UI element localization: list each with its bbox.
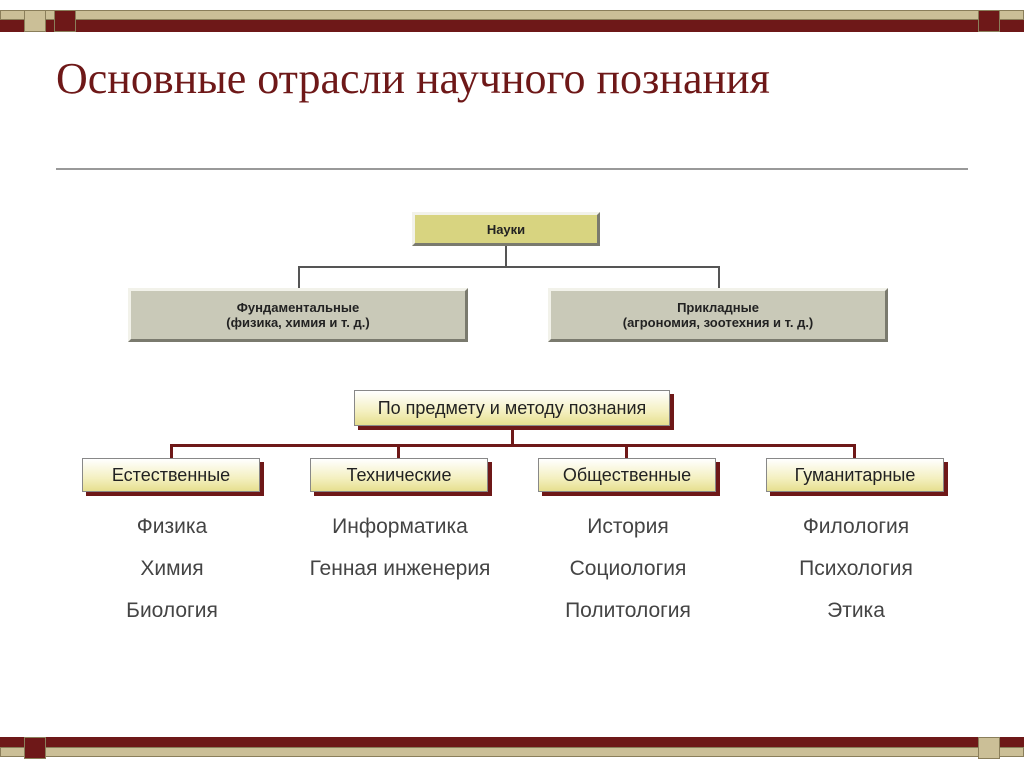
tree1-left-line2: (физика, химия и т. д.): [226, 315, 369, 330]
tree1-connector: [505, 246, 507, 266]
tree2-connector: [170, 444, 173, 458]
list-item: Физика: [72, 506, 272, 548]
tree2-branch-items: Филология Психология Этика: [756, 506, 956, 632]
tree2-connector: [397, 444, 400, 458]
tree2-root-label: По предмету и методу познания: [378, 398, 647, 419]
tree2-branch-label: Естественные: [112, 465, 230, 486]
title-underline: [56, 168, 968, 170]
tree2-branch-items: Физика Химия Биология: [72, 506, 272, 632]
top-decor-bar: [0, 10, 1024, 34]
list-item: Социология: [528, 548, 728, 590]
tree1-right-line1: Прикладные: [677, 300, 759, 315]
tree2-branch-box: Технические: [310, 458, 488, 492]
tree2-branch-items: Информатика Генная инженерия: [300, 506, 500, 590]
tree1-root-label: Науки: [487, 222, 525, 237]
tree2-connector: [853, 444, 856, 458]
tree2-branch-label: Технические: [347, 465, 452, 486]
tree1-right-line2: (агрономия, зоотехния и т. д.): [623, 315, 814, 330]
tree2-connector: [625, 444, 628, 458]
tree2-root-box: По предмету и методу познания: [354, 390, 670, 426]
tree2-branch-label: Общественные: [563, 465, 691, 486]
bottom-decor-bar: [0, 737, 1024, 759]
list-item: История: [528, 506, 728, 548]
tree1-left-line1: Фундаментальные: [237, 300, 359, 315]
tree1-connector: [298, 266, 300, 288]
tree2-branch-box: Гуманитарные: [766, 458, 944, 492]
tree2-connector: [511, 430, 514, 444]
list-item: Политология: [528, 590, 728, 632]
list-item: Информатика: [300, 506, 500, 548]
tree1-left-box: Фундаментальные (физика, химия и т. д.): [128, 288, 468, 342]
page-title: Основные отрасли научного познания: [56, 54, 770, 105]
list-item: Этика: [756, 590, 956, 632]
tree1-connector: [718, 266, 720, 288]
tree1-connector: [298, 266, 718, 268]
tree2-branch-box: Естественные: [82, 458, 260, 492]
list-item: Филология: [756, 506, 956, 548]
tree1-right-box: Прикладные (агрономия, зоотехния и т. д.…: [548, 288, 888, 342]
tree2-connector: [170, 444, 856, 447]
list-item: Биология: [72, 590, 272, 632]
tree2-branch-label: Гуманитарные: [795, 465, 916, 486]
list-item: Психология: [756, 548, 956, 590]
list-item: Химия: [72, 548, 272, 590]
list-item: Генная инженерия: [300, 548, 500, 590]
tree2-branch-box: Общественные: [538, 458, 716, 492]
tree1-root-box: Науки: [412, 212, 600, 246]
tree2-branch-items: История Социология Политология: [528, 506, 728, 632]
